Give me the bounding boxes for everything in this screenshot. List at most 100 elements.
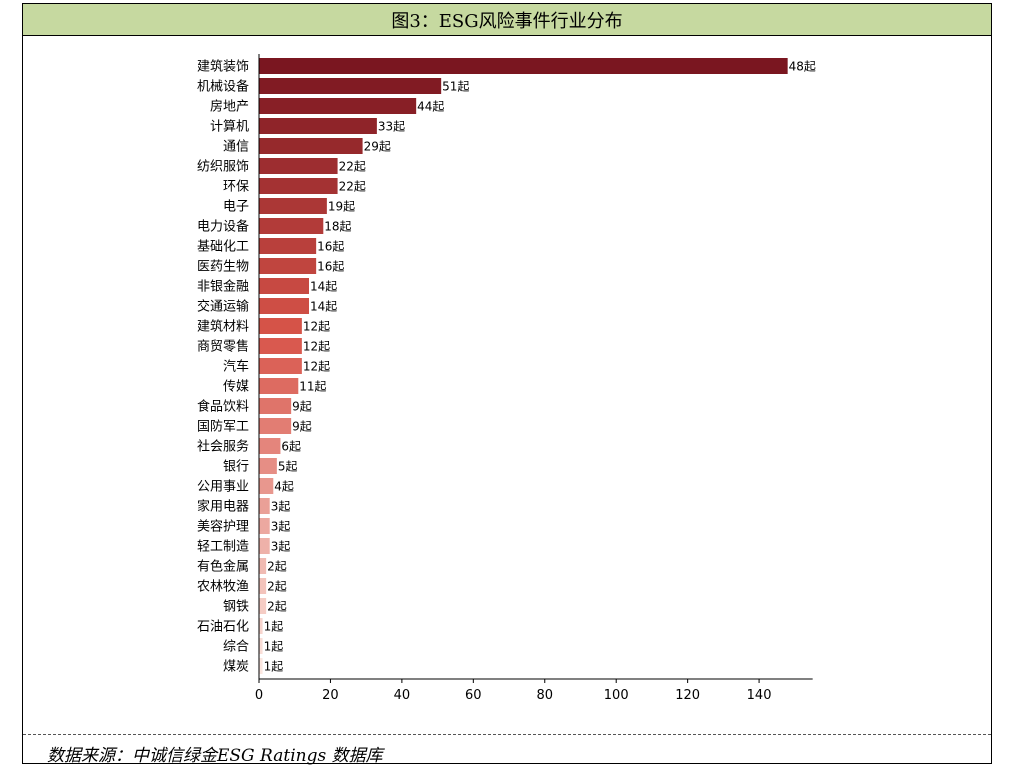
category-label: 电子: [223, 200, 249, 215]
data-label: 16起: [317, 240, 344, 254]
data-label: 22起: [339, 160, 366, 174]
category-label: 传媒: [223, 380, 249, 395]
bar-24: [259, 518, 270, 534]
category-label: 轻工制造: [197, 540, 249, 555]
bar-8: [259, 198, 327, 214]
bar-17: [259, 378, 299, 394]
title-bar: 图3：ESG风险事件行业分布: [23, 4, 991, 36]
data-label: 44起: [417, 100, 444, 114]
bar-29: [259, 618, 263, 634]
category-label: 社会服务: [197, 439, 249, 455]
data-label: 9起: [292, 400, 312, 414]
bar-20: [259, 438, 281, 454]
x-tick-label: 80: [536, 688, 553, 703]
category-label: 建筑材料: [197, 319, 249, 335]
data-label: 2起: [267, 600, 287, 614]
source-divider: [23, 734, 991, 735]
category-label: 农林牧渔: [197, 580, 249, 595]
category-label: 房地产: [210, 99, 249, 115]
data-label: 48起: [789, 60, 816, 74]
data-label: 12起: [303, 320, 330, 334]
bar-15: [259, 338, 302, 354]
category-label: 机械设备: [197, 79, 249, 95]
data-label: 12起: [303, 340, 330, 354]
data-label: 16起: [317, 260, 344, 274]
data-label: 1起: [264, 660, 284, 674]
data-label: 12起: [303, 360, 330, 374]
category-label: 基础化工: [197, 240, 249, 255]
bar-13: [259, 298, 310, 314]
category-label: 国防军工: [197, 419, 249, 435]
bar-27: [259, 578, 267, 594]
category-label: 交通运输: [197, 299, 249, 315]
bar-23: [259, 498, 270, 514]
bar-25: [259, 538, 270, 554]
data-label: 3起: [271, 500, 291, 514]
bar-26: [259, 558, 267, 574]
category-label: 公用事业: [197, 480, 249, 495]
category-label: 非银金融: [197, 279, 249, 295]
category-label: 银行: [223, 460, 249, 475]
data-label: 33起: [378, 120, 405, 134]
data-label: 22起: [339, 180, 366, 194]
data-label: 14起: [310, 300, 337, 314]
data-label: 14起: [310, 280, 337, 294]
data-label: 5起: [278, 460, 298, 474]
data-label: 19起: [328, 200, 355, 214]
bar-7: [259, 178, 338, 194]
data-label: 1起: [264, 620, 284, 634]
x-tick-label: 120: [675, 688, 700, 703]
category-label: 煤炭: [223, 660, 249, 675]
data-label: 3起: [271, 520, 291, 534]
figure-title: 图3：ESG风险事件行业分布: [391, 10, 623, 32]
category-label: 石油石化: [197, 620, 249, 635]
data-label: 2起: [267, 580, 287, 594]
category-label: 纺织服饰: [197, 160, 249, 175]
bar-1: [259, 58, 788, 74]
category-label: 电力设备: [197, 219, 249, 235]
data-label: 3起: [271, 540, 291, 554]
data-label: 6起: [281, 440, 301, 454]
category-label: 综合: [223, 640, 249, 655]
bar-5: [259, 138, 363, 154]
category-label: 通信: [223, 140, 249, 155]
bar-16: [259, 358, 302, 374]
bar-12: [259, 278, 310, 294]
bar-11: [259, 258, 317, 274]
category-label: 家用电器: [197, 499, 249, 515]
bar-9: [259, 218, 324, 234]
bar-2: [259, 78, 442, 94]
bar-10: [259, 238, 317, 254]
x-tick-label: 100: [604, 688, 629, 703]
data-label: 29起: [364, 140, 391, 154]
bar-22: [259, 478, 274, 494]
bar-3: [259, 98, 417, 114]
category-label: 计算机: [210, 120, 249, 135]
bar-6: [259, 158, 338, 174]
data-label: 1起: [264, 640, 284, 654]
bar-28: [259, 598, 267, 614]
data-label: 18起: [324, 220, 351, 234]
x-tick-label: 20: [322, 688, 339, 703]
figure-frame: 图3：ESG风险事件行业分布 数据来源：中诚信绿金ESG Ratings 数据库: [22, 3, 992, 766]
bar-4: [259, 118, 377, 134]
category-label: 环保: [223, 180, 249, 195]
bar-31: [259, 658, 263, 674]
bar-18: [259, 398, 292, 414]
x-tick-label: 140: [747, 688, 772, 703]
category-label: 钢铁: [223, 600, 249, 615]
category-label: 食品饮料: [197, 399, 249, 415]
data-label: 2起: [267, 560, 287, 574]
x-tick-label: 0: [255, 688, 263, 703]
source-note: 数据来源：中诚信绿金ESG Ratings 数据库: [47, 746, 383, 766]
category-label: 汽车: [223, 359, 249, 375]
data-label: 51起: [442, 80, 469, 94]
data-label: 11起: [299, 380, 326, 394]
category-label: 建筑装饰: [197, 59, 249, 75]
category-label: 美容护理: [197, 519, 249, 535]
x-tick-label: 40: [394, 688, 411, 703]
bar-19: [259, 418, 292, 434]
category-label: 有色金属: [197, 559, 249, 575]
category-label: 商贸零售: [197, 339, 249, 355]
